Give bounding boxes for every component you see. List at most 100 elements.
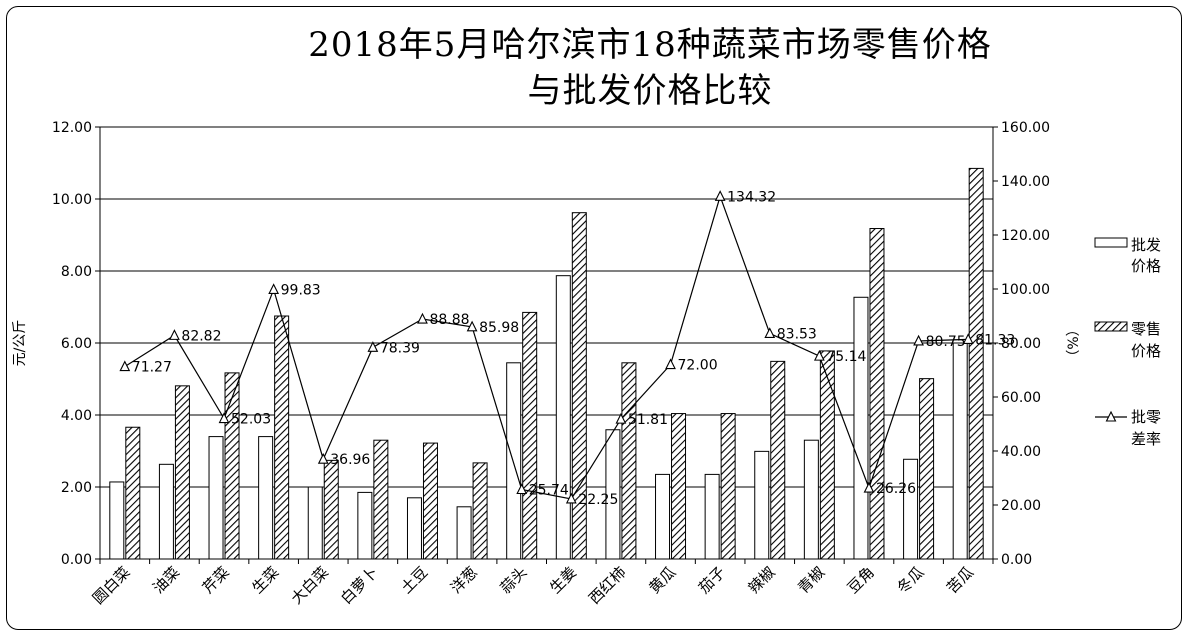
bar-retail <box>125 426 141 560</box>
x-category-label: 油菜 <box>149 563 183 597</box>
legend-label-rate-2: 差率 <box>1131 430 1161 448</box>
bar-retail <box>819 350 835 560</box>
x-category-label: 茄子 <box>695 563 729 597</box>
x-category-label: 黄瓜 <box>645 563 679 597</box>
bar-retail <box>174 385 190 560</box>
rate-marker <box>466 320 478 332</box>
y-tick-label-right: 40.00 <box>1001 444 1041 460</box>
chart-title-line2: 与批发价格比较 <box>527 71 773 111</box>
x-category-label: 苦瓜 <box>943 563 977 597</box>
rate-data-label: 36.96 <box>330 452 370 468</box>
bar-wholesale <box>952 342 968 560</box>
y-tick-label-right: 20.00 <box>1001 498 1041 514</box>
x-category-label: 土豆 <box>397 563 431 597</box>
x-category-label: 圆白菜 <box>89 563 134 608</box>
rate-data-label: 85.98 <box>479 320 519 336</box>
y-tick-label-right: 60.00 <box>1001 390 1041 406</box>
rate-marker <box>615 412 627 424</box>
y-tick-label-left: 2.00 <box>61 480 92 496</box>
x-category-label: 洋葱 <box>447 563 481 597</box>
y-tick-label-right: 120.00 <box>1001 228 1050 244</box>
rate-data-label: 25.74 <box>529 483 569 499</box>
y-tick-label-left: 12.00 <box>52 120 92 136</box>
bar-wholesale <box>258 436 274 560</box>
rate-marker <box>813 349 825 361</box>
rate-marker <box>367 341 379 352</box>
x-category-label: 生姜 <box>546 563 580 597</box>
x-category-label: 蒜头 <box>497 563 531 597</box>
rate-data-label: 71.27 <box>132 360 172 376</box>
bar-retail <box>968 167 984 560</box>
y-tick-label-right: 100.00 <box>1001 282 1050 298</box>
legend-label-wholesale-2: 价格 <box>1131 257 1161 275</box>
y-tick-label-left: 0.00 <box>61 552 92 568</box>
bar-retail <box>770 360 786 560</box>
legend-swatch-rate-marker <box>1105 410 1117 422</box>
rate-data-label: 83.53 <box>777 326 817 342</box>
y-tick-label-left: 8.00 <box>61 264 92 280</box>
bar-retail <box>274 315 290 560</box>
rate-data-label: 88.88 <box>429 312 469 328</box>
chart-frame <box>6 6 1182 630</box>
y-axis-left-title: 元/公斤 <box>12 320 28 367</box>
rate-marker <box>962 333 974 344</box>
y-tick-label-right: 80.00 <box>1001 336 1041 352</box>
rate-marker <box>565 492 577 504</box>
bar-wholesale <box>903 458 919 560</box>
x-category-label: 白萝卜 <box>337 563 382 608</box>
bar-wholesale <box>208 436 224 560</box>
y-tick-label-right: 140.00 <box>1001 174 1050 190</box>
y-axis-right-title: （%） <box>1066 322 1082 363</box>
x-category-label: 生菜 <box>249 563 283 597</box>
rate-data-label: 134.32 <box>727 189 776 205</box>
rate-marker <box>169 329 180 340</box>
bar-wholesale <box>307 486 323 560</box>
legend-label-retail-1: 零售 <box>1131 320 1161 338</box>
bar-wholesale <box>406 497 422 560</box>
rate-marker <box>764 327 776 339</box>
legend-label-rate-1: 批零 <box>1131 408 1161 426</box>
rate-marker <box>516 483 528 495</box>
x-category-label: 大白菜 <box>288 563 333 608</box>
bar-retail <box>621 362 637 560</box>
rate-marker <box>417 312 428 324</box>
rate-data-label: 99.83 <box>281 282 321 298</box>
x-category-label: 冬瓜 <box>893 563 927 597</box>
rate-data-label: 52.03 <box>231 412 271 428</box>
bar-wholesale <box>158 463 174 560</box>
x-category-label: 芹菜 <box>199 563 233 597</box>
chart-title-line1: 2018年5月哈尔滨市18种蔬菜市场零售价格 <box>308 25 992 65</box>
x-category-label: 西红柿 <box>585 563 630 608</box>
bar-retail <box>472 462 488 560</box>
rate-data-label: 72.00 <box>678 358 718 374</box>
legend-label-retail-2: 价格 <box>1131 342 1161 360</box>
bar-wholesale <box>109 481 125 560</box>
y-tick-label-left: 10.00 <box>52 192 92 208</box>
legend-swatch-wholesale <box>1094 237 1128 248</box>
rate-line: 71.27 82.82 52.03 99.83 36.96 78.39 88.88 85.98… <box>119 189 1015 508</box>
rate-marker <box>218 412 230 424</box>
bar-retail <box>919 378 935 560</box>
rate-polyline <box>124 194 969 500</box>
rate-marker <box>317 452 329 464</box>
rate-data-label: 78.39 <box>380 340 420 356</box>
rate-marker <box>714 190 726 201</box>
legend-swatch-retail <box>1094 321 1128 332</box>
bar-retail <box>422 442 438 560</box>
bar-wholesale <box>853 296 869 560</box>
bar-wholesale <box>803 439 819 560</box>
y-tick-label-right: 160.00 <box>1001 120 1050 136</box>
bar-wholesale <box>555 275 571 560</box>
y-tick-label-left: 6.00 <box>61 336 92 352</box>
rate-data-label: 51.81 <box>628 412 668 428</box>
bar-retail <box>224 372 240 560</box>
rate-data-label: 81.33 <box>975 332 1015 348</box>
bar-wholesale <box>357 491 373 560</box>
rate-marker <box>119 360 131 372</box>
rate-data-label: 22.25 <box>578 492 618 508</box>
bar-wholesale <box>655 473 671 560</box>
y-tick-label-right: 0.00 <box>1001 552 1032 568</box>
bar-retail <box>720 413 736 560</box>
